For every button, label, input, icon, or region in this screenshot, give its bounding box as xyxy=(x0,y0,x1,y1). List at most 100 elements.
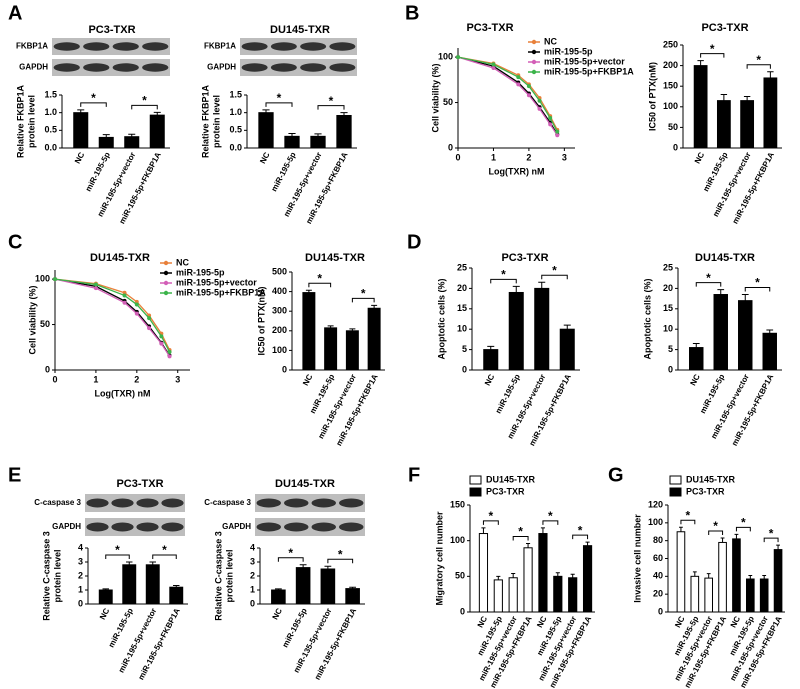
bar xyxy=(483,349,499,371)
y-tick-label: 0.5 xyxy=(229,125,242,135)
y-tick-label: 50 xyxy=(455,571,465,581)
significance-label: * xyxy=(115,543,120,557)
x-tick-label: 3 xyxy=(175,374,180,384)
significance-bracket xyxy=(541,274,568,280)
blot-background xyxy=(52,38,170,55)
y-tick-label: 60 xyxy=(653,553,663,563)
blot-band xyxy=(311,498,336,508)
chart-title: PC3-TXR xyxy=(88,24,135,36)
blot-band xyxy=(161,498,184,508)
bar xyxy=(478,533,489,613)
y-tick-label: 120 xyxy=(648,499,663,509)
bar xyxy=(271,589,286,605)
series-line xyxy=(457,56,558,135)
legend-marker xyxy=(531,49,537,55)
bar xyxy=(773,549,783,613)
error-bar xyxy=(126,561,133,565)
bar xyxy=(345,330,359,371)
panel-letter: A xyxy=(8,2,22,24)
y-axis-label: Relative C-caspase 3 xyxy=(41,531,51,621)
data-point xyxy=(53,277,57,282)
chart-title: PC3-TXR xyxy=(466,22,513,34)
legend-label: miR-195-5p xyxy=(176,267,225,277)
y-tick-label: 20 xyxy=(663,283,673,293)
error-bar xyxy=(481,527,486,534)
error-bar xyxy=(512,285,520,293)
y-axis-label: Cell viability (%) xyxy=(430,63,440,132)
significance-label: * xyxy=(741,516,746,530)
error-bar xyxy=(706,573,711,579)
significance-label: * xyxy=(277,91,282,105)
y-tick-label: 80 xyxy=(653,535,663,545)
y-axis-label: Migratory cell number xyxy=(434,511,444,606)
significance-label: * xyxy=(686,508,691,522)
data-point xyxy=(555,133,560,138)
x-tick-label: NC xyxy=(271,607,284,622)
error-bar xyxy=(102,134,110,138)
significance-bracket xyxy=(700,53,725,58)
data-point xyxy=(516,82,521,87)
significance-label: * xyxy=(548,509,553,523)
x-tick-label: miR-195-5p+FKBP1A xyxy=(731,151,777,226)
x-axis-label: Log(TXR) nM xyxy=(95,388,151,398)
y-tick-label: 0 xyxy=(282,364,287,374)
data-point xyxy=(167,349,172,354)
error-bar xyxy=(128,133,136,137)
data-point xyxy=(134,302,139,307)
significance-bracket xyxy=(482,520,499,525)
x-axis-label: Log(TXR) nM xyxy=(489,166,545,176)
significance-bracket xyxy=(744,287,771,292)
blot-band xyxy=(241,42,268,51)
legend-label: miR-195-5p xyxy=(544,46,593,56)
panel-letter: G xyxy=(608,464,624,486)
bar xyxy=(169,586,184,605)
x-tick-label: NC xyxy=(98,607,111,622)
y-tick-label: 0 xyxy=(460,606,465,616)
significance-label: * xyxy=(142,93,147,107)
y-tick-label: 10 xyxy=(457,324,467,334)
blot-band xyxy=(111,498,134,508)
blot-band xyxy=(83,42,110,51)
legend-swatch xyxy=(669,475,682,485)
chart-title: DU145-TXR xyxy=(695,252,755,264)
significance-bracket xyxy=(105,554,130,559)
bar xyxy=(759,578,769,613)
bar xyxy=(553,575,563,613)
data-point xyxy=(548,122,553,127)
y-tick-label: 400 xyxy=(272,286,287,296)
error-bar xyxy=(299,564,307,568)
significance-label: * xyxy=(501,268,506,282)
bar xyxy=(367,307,381,371)
significance-bracket xyxy=(80,102,107,107)
y-axis-label: protein level xyxy=(52,549,62,602)
data-point xyxy=(122,300,127,305)
x-tick-label: NC xyxy=(689,373,702,388)
blot-band xyxy=(300,42,327,51)
blot-band xyxy=(161,522,184,532)
data-point xyxy=(548,116,553,120)
x-tick-label: NC xyxy=(693,151,706,166)
bar xyxy=(295,567,311,605)
significance-bracket xyxy=(512,536,529,541)
x-tick-label: miR-195-5p xyxy=(494,373,522,415)
error-bar xyxy=(720,93,728,101)
blot-band xyxy=(311,522,336,532)
bar xyxy=(690,575,700,613)
error-bar xyxy=(762,574,767,580)
blot-band xyxy=(112,63,139,72)
y-axis-label: Relative FKBP1A xyxy=(200,84,210,158)
x-tick-label: NC xyxy=(483,373,496,388)
legend-marker xyxy=(531,59,537,65)
error-bar xyxy=(692,571,697,577)
error-bar xyxy=(305,289,312,293)
data-point xyxy=(147,326,152,331)
bar xyxy=(122,564,137,605)
blot-background xyxy=(240,59,357,76)
blot-band xyxy=(339,522,364,532)
blot-background xyxy=(52,59,170,76)
x-tick-label: NC xyxy=(729,615,742,630)
y-tick-label: 0 xyxy=(668,364,673,374)
y-tick-label: 15 xyxy=(457,303,467,313)
blot-background xyxy=(85,494,185,512)
